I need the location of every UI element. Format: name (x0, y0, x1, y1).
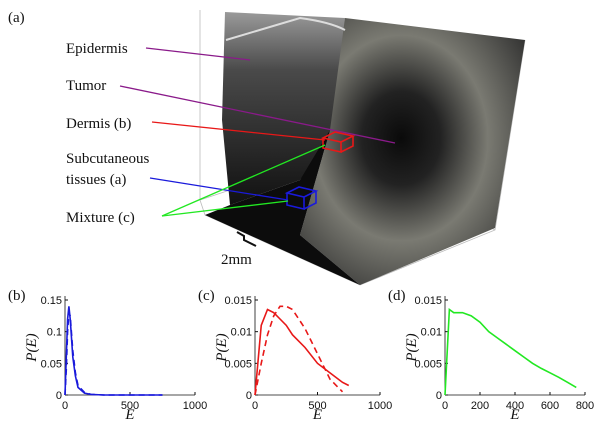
data-line (64, 306, 163, 396)
annotation: Subcutaneous (66, 151, 149, 167)
panel-label: (a) (8, 10, 25, 26)
y-tick-label: 0 (56, 390, 62, 402)
pointer (119, 85, 396, 144)
data-line (254, 308, 350, 396)
annotation: Tumor (66, 78, 106, 94)
scale-label: 2mm (221, 252, 252, 268)
y-tick-label: 0.015 (224, 295, 252, 307)
annotation: Mixture (c) (66, 210, 135, 226)
x-tick-label: 500 (308, 400, 326, 412)
y-axis-label: P(E) (24, 333, 40, 362)
y-axis-label: P(E) (214, 333, 230, 362)
x-tick-label: 800 (576, 400, 594, 412)
x-tick-label: 0 (62, 400, 68, 412)
data-line (64, 312, 163, 396)
y-tick-label: 0.1 (47, 327, 62, 339)
x-tick-label: 1000 (368, 400, 392, 412)
data-line (254, 305, 344, 396)
pointer (161, 200, 289, 217)
annotation: tissues (a) (66, 172, 126, 188)
roi-box (320, 131, 356, 153)
x-tick-label: 400 (506, 400, 524, 412)
scale-bar (236, 231, 257, 247)
data-line (444, 307, 577, 396)
y-tick-label: 0.005 (224, 358, 252, 370)
panel-label: (d) (388, 288, 406, 304)
y-tick-label: 0.01 (231, 327, 252, 339)
y-tick-label: 0.015 (414, 295, 442, 307)
x-tick-label: 600 (541, 400, 559, 412)
volume-image (199, 10, 526, 286)
annotation: Epidermis (66, 41, 128, 57)
x-tick-label: 0 (252, 400, 258, 412)
y-tick-label: 0 (246, 390, 252, 402)
panel-label: (c) (198, 288, 215, 304)
y-tick-label: 0.05 (41, 358, 62, 370)
x-axis-label: E (124, 407, 134, 422)
pointer (145, 47, 251, 61)
y-axis-label: P(E) (404, 333, 420, 362)
y-tick-label: 0.005 (414, 358, 442, 370)
slice-bottom (205, 130, 360, 285)
panel-label: (b) (8, 288, 26, 304)
slice-side (300, 18, 525, 285)
y-tick-label: 0.01 (421, 327, 442, 339)
pointer (149, 177, 289, 201)
x-tick-label: 200 (471, 400, 489, 412)
roi-box (284, 186, 319, 211)
annotation: Dermis (b) (66, 116, 131, 132)
skin-line (225, 16, 346, 41)
pointer (161, 144, 326, 217)
x-axis-label: E (312, 407, 322, 422)
x-tick-label: 0 (442, 400, 448, 412)
y-tick-label: 0.15 (41, 295, 62, 307)
x-tick-label: 500 (121, 400, 139, 412)
x-axis-label: E (509, 407, 519, 422)
y-tick-label: 0 (436, 390, 442, 402)
x-tick-label: 1000 (183, 400, 207, 412)
pointer (151, 121, 326, 141)
